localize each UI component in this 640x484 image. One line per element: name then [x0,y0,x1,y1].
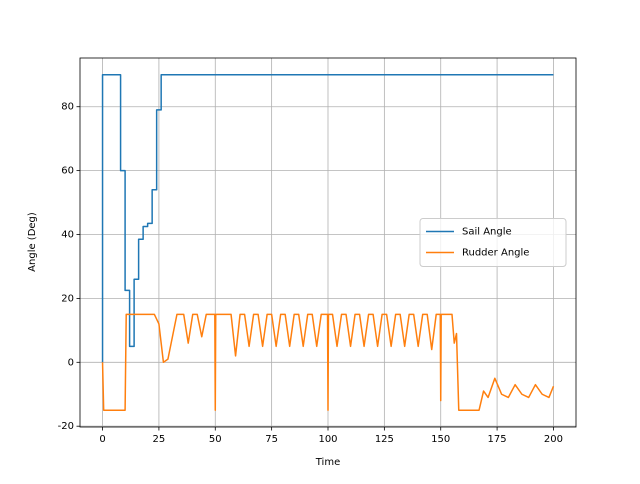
plot-frame [79,57,577,428]
x-tick-label: 125 [375,434,394,445]
legend-label: Rudder Angle [462,248,529,259]
x-tick-label: 175 [488,434,507,445]
y-axis-label: Angle (Deg) [27,212,38,272]
x-tick-label: 150 [431,434,450,445]
x-tick-label: 100 [318,434,337,445]
x-tick-label: 0 [99,434,105,445]
y-tick-label: -20 [58,421,74,432]
x-tick-label: 75 [265,434,278,445]
y-tick-label: 0 [68,357,74,368]
x-tick-label: 50 [209,434,222,445]
y-tick-label: 20 [61,293,74,304]
y-tick-label: 60 [61,166,74,177]
y-tick-label: 80 [61,102,74,113]
legend-box [419,218,567,267]
x-tick-label: 200 [544,434,563,445]
line-series [101,74,554,363]
y-tick-label: 40 [61,230,74,241]
x-axis-label: Time [315,457,340,468]
legend-label: Sail Angle [462,227,512,238]
line-series [101,313,555,411]
x-tick-label: 25 [153,434,166,445]
